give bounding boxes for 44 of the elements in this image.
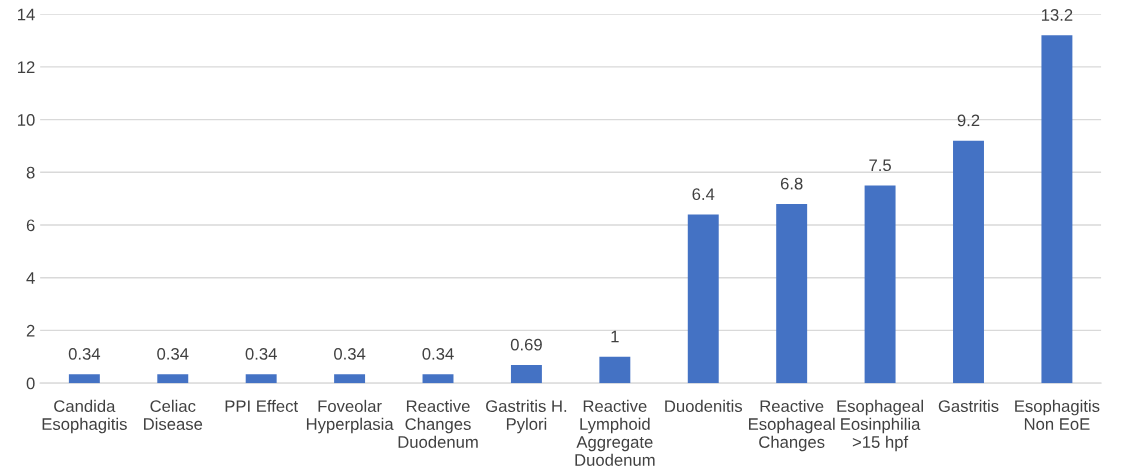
x-tick-label: PPI Effect — [225, 399, 298, 413]
bar — [245, 374, 277, 384]
data-label: 6.8 — [780, 177, 803, 190]
y-tick-label: 2 — [26, 324, 35, 337]
data-label: 6.4 — [692, 188, 715, 201]
bar — [599, 356, 631, 384]
bar — [776, 203, 808, 384]
x-tick-label: Reactive Esophageal Changes — [749, 399, 835, 452]
x-tick-label: Gastritis — [938, 399, 999, 413]
x-tick-label: Esophageal Eosinphilia >15 hpf — [837, 399, 923, 452]
data-label: 7.5 — [869, 159, 891, 172]
data-label: 0.34 — [68, 347, 101, 360]
bar — [1041, 35, 1073, 384]
y-tick-label: 10 — [18, 114, 35, 126]
y-tick-label: 12 — [18, 61, 35, 73]
x-tick-label: Celiac Disease — [144, 399, 203, 430]
bar — [687, 214, 719, 384]
x-tick-label: Gastritis H. Pylori — [486, 399, 567, 434]
data-label: 0.34 — [245, 347, 277, 360]
x-tick-label: Candida Esophagitis — [42, 399, 127, 434]
bar — [157, 374, 189, 384]
data-label: 0.34 — [157, 347, 189, 360]
data-label: 0.34 — [422, 347, 454, 360]
x-tick-label: Reactive Lymphoid Aggregate Duodenum — [575, 399, 655, 466]
bar — [334, 374, 366, 384]
bar — [864, 185, 896, 384]
x-tick-label: Reactive Changes Duodenum — [398, 399, 478, 448]
y-tick-label: 8 — [26, 166, 35, 179]
data-label: 0.34 — [334, 347, 366, 360]
x-tick-label: Foveolar Hyperplasia — [306, 399, 394, 434]
data-label: 1 — [611, 330, 619, 343]
x-tick-label: Esophagitis Non EoE — [1015, 399, 1100, 430]
data-label: 9.2 — [957, 114, 980, 127]
data-label: 0.69 — [510, 338, 542, 351]
y-tick-label: 0 — [26, 377, 35, 390]
bar — [953, 140, 984, 384]
x-tick-label: Duodenitis — [665, 399, 743, 413]
bar — [68, 374, 100, 384]
bar — [510, 364, 542, 384]
y-tick-label: 6 — [26, 219, 35, 232]
y-tick-label: 4 — [26, 272, 35, 284]
y-tick-label: 14 — [18, 8, 35, 21]
bar — [422, 374, 454, 384]
data-label: 13.2 — [1041, 9, 1073, 21]
